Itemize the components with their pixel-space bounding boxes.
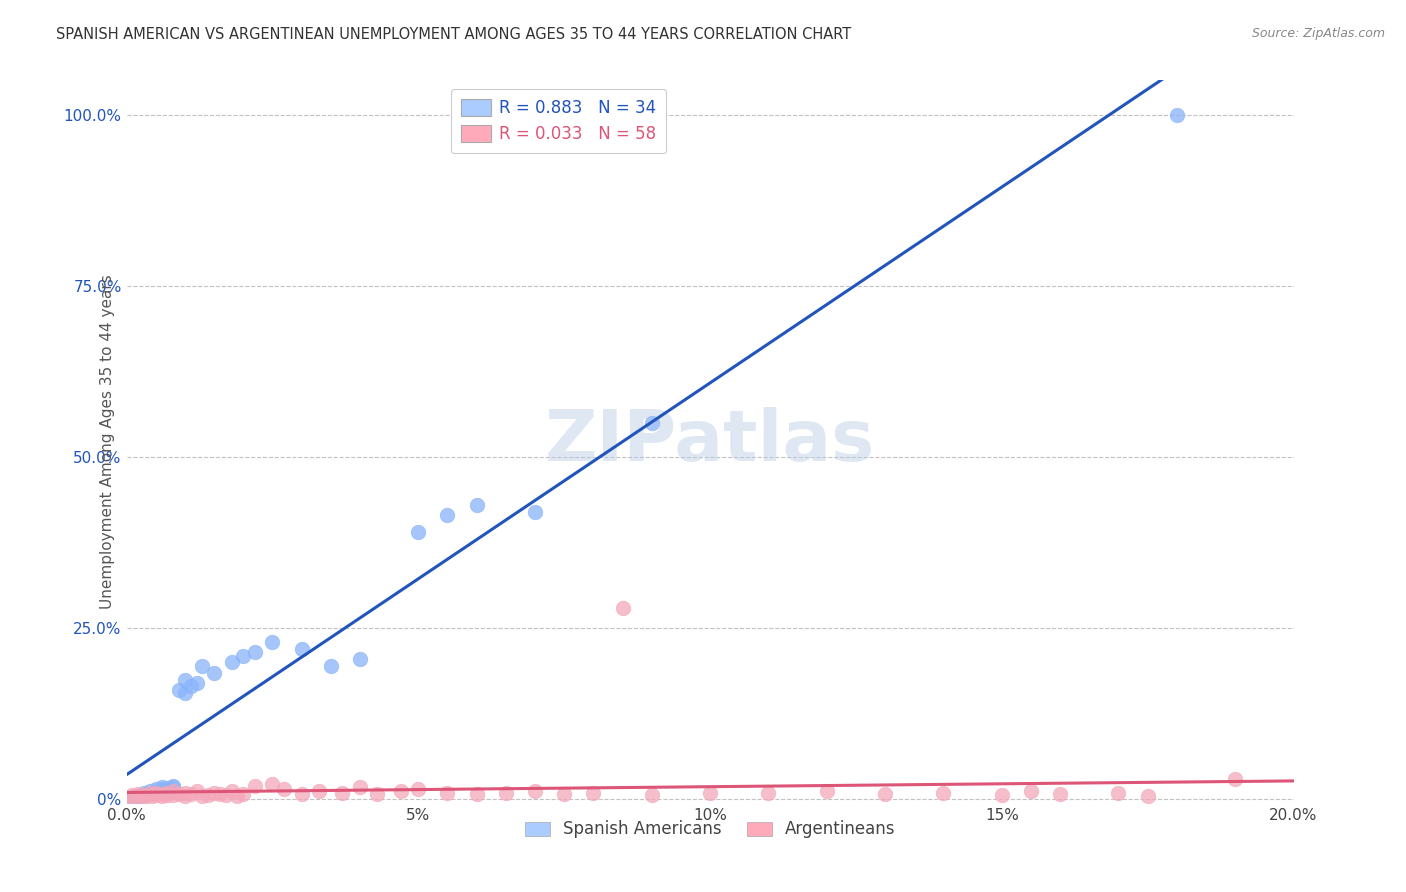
- Point: [139, 784, 162, 798]
- Point: [208, 787, 231, 801]
- Point: [290, 787, 312, 801]
- Point: [408, 525, 430, 540]
- Point: [186, 784, 208, 798]
- Point: [167, 787, 190, 801]
- Point: [127, 789, 149, 804]
- Point: [349, 780, 371, 794]
- Point: [990, 788, 1012, 802]
- Point: [162, 780, 184, 794]
- Point: [150, 780, 173, 794]
- Point: [932, 785, 955, 799]
- Point: [1223, 772, 1246, 786]
- Point: [221, 784, 243, 798]
- Point: [121, 791, 143, 805]
- Point: [132, 788, 155, 802]
- Point: [132, 785, 155, 799]
- Point: [1019, 784, 1042, 798]
- Point: [319, 658, 342, 673]
- Point: [1166, 107, 1188, 121]
- Point: [366, 787, 388, 801]
- Point: [582, 785, 605, 799]
- Point: [139, 787, 162, 801]
- Point: [174, 686, 197, 700]
- Text: Source: ZipAtlas.com: Source: ZipAtlas.com: [1251, 27, 1385, 40]
- Point: [191, 658, 214, 673]
- Point: [221, 656, 243, 670]
- Text: SPANISH AMERICAN VS ARGENTINEAN UNEMPLOYMENT AMONG AGES 35 TO 44 YEARS CORRELATI: SPANISH AMERICAN VS ARGENTINEAN UNEMPLOY…: [56, 27, 852, 42]
- Legend: Spanish Americans, Argentineans: Spanish Americans, Argentineans: [517, 814, 903, 845]
- Point: [162, 788, 184, 802]
- Point: [756, 786, 779, 800]
- Y-axis label: Unemployment Among Ages 35 to 44 years: Unemployment Among Ages 35 to 44 years: [100, 274, 115, 609]
- Point: [121, 790, 143, 805]
- Point: [156, 784, 179, 798]
- Point: [1108, 785, 1130, 799]
- Point: [145, 782, 167, 797]
- Point: [232, 648, 254, 663]
- Point: [389, 784, 412, 798]
- Point: [243, 779, 266, 793]
- Point: [612, 600, 634, 615]
- Point: [262, 635, 284, 649]
- Point: [408, 782, 430, 797]
- Point: [349, 652, 371, 666]
- Point: [150, 789, 173, 803]
- Point: [167, 682, 190, 697]
- Point: [524, 505, 547, 519]
- Point: [524, 784, 547, 798]
- Point: [202, 785, 225, 799]
- Point: [640, 788, 664, 802]
- Point: [243, 645, 266, 659]
- Point: [121, 789, 143, 803]
- Point: [495, 785, 517, 799]
- Point: [465, 787, 488, 801]
- Point: [290, 641, 312, 656]
- Point: [186, 676, 208, 690]
- Point: [174, 789, 197, 803]
- Point: [156, 785, 179, 799]
- Point: [553, 787, 575, 801]
- Point: [226, 789, 249, 803]
- Point: [127, 789, 149, 803]
- Point: [145, 789, 167, 803]
- Point: [436, 785, 458, 799]
- Point: [202, 665, 225, 680]
- Text: ZIPatlas: ZIPatlas: [546, 407, 875, 476]
- Point: [640, 416, 664, 430]
- Point: [332, 785, 354, 799]
- Point: [1049, 787, 1071, 801]
- Point: [815, 784, 838, 798]
- Point: [180, 787, 202, 801]
- Point: [132, 788, 155, 802]
- Point: [150, 782, 173, 797]
- Point: [273, 782, 295, 797]
- Point: [162, 784, 184, 798]
- Point: [215, 788, 238, 802]
- Point: [145, 785, 167, 799]
- Point: [174, 785, 197, 799]
- Point: [139, 786, 162, 800]
- Point: [145, 785, 167, 799]
- Point: [465, 498, 488, 512]
- Point: [150, 787, 173, 801]
- Point: [1136, 789, 1159, 803]
- Point: [139, 789, 162, 804]
- Point: [132, 789, 155, 803]
- Point: [308, 784, 330, 798]
- Point: [436, 508, 458, 523]
- Point: [156, 780, 179, 795]
- Point: [197, 788, 219, 802]
- Point: [191, 789, 214, 803]
- Point: [162, 779, 184, 793]
- Point: [156, 789, 179, 803]
- Point: [174, 673, 197, 687]
- Point: [262, 777, 284, 791]
- Point: [875, 787, 897, 801]
- Point: [699, 785, 721, 799]
- Point: [127, 787, 149, 801]
- Point: [180, 679, 202, 693]
- Point: [232, 787, 254, 801]
